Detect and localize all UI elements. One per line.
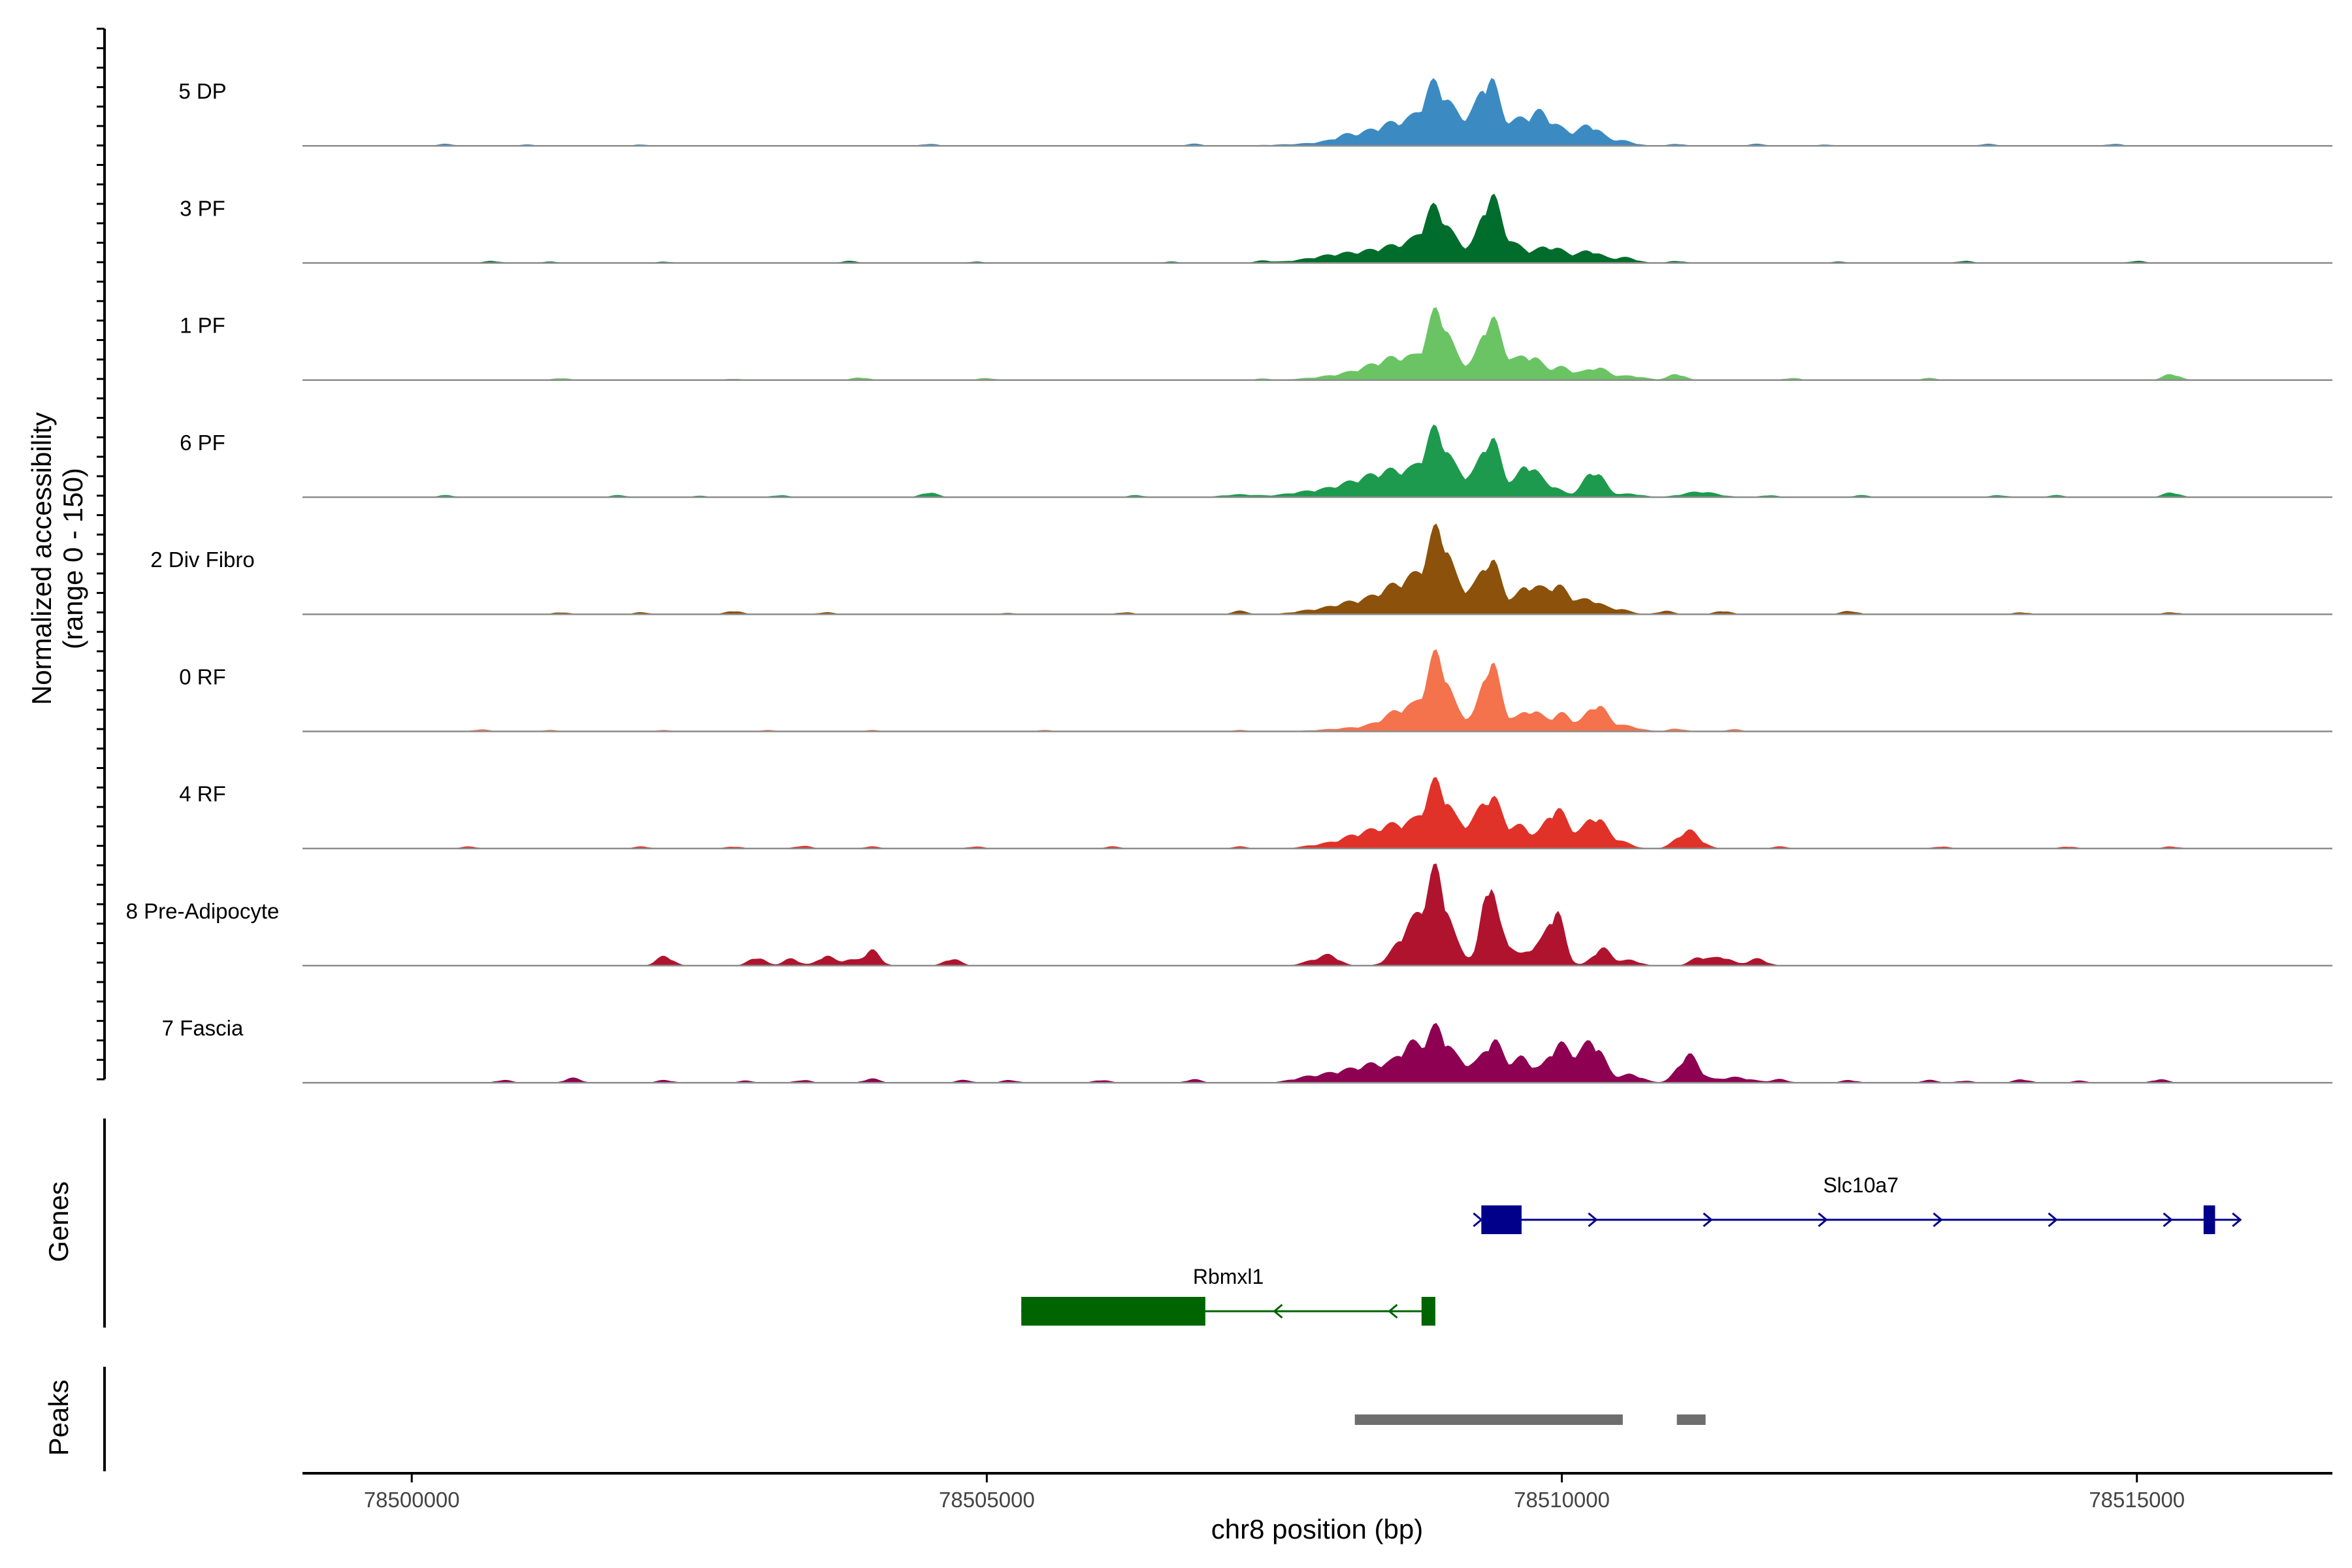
strand-arrow — [1818, 1212, 1828, 1228]
track-2-div-fibro: 2 Div Fibro — [150, 523, 2332, 615]
track-1-pf: 1 PF — [180, 307, 2332, 381]
x-tick-label: 78500000 — [364, 1488, 460, 1512]
track-label: 4 RF — [179, 782, 226, 806]
x-tick-label: 78510000 — [1514, 1488, 1610, 1512]
track-label: 6 PF — [180, 431, 225, 455]
track-4-rf: 4 RF — [179, 777, 2332, 849]
track-label: 0 RF — [179, 664, 226, 689]
strand-arrow — [2232, 1212, 2242, 1228]
track-8-pre-adipocyte: 8 Pre-Adipocyte — [126, 863, 2332, 967]
peak-region — [1354, 1414, 1623, 1425]
axes: 78500000 78505000 78510000 78515000 — [97, 27, 2332, 1512]
track-label: 2 Div Fibro — [150, 547, 255, 572]
track-label: 3 PF — [180, 196, 225, 220]
gene-exon — [1481, 1205, 1522, 1234]
gene-exon — [2203, 1205, 2215, 1234]
y-axis-title: Normalized accessibility — [26, 412, 57, 705]
strand-arrow — [1388, 1303, 1398, 1319]
strand-arrow — [1273, 1303, 1283, 1319]
coverage-tracks: 5 DP 3 PF 1 PF 6 PF 2 Div Fibro 0 RF 4 RF 8 Pre… — [126, 78, 2332, 1084]
track-3-pf: 3 PF — [180, 193, 2332, 264]
genes-panel-title: Genes — [43, 1181, 74, 1262]
track-label: 7 Fascia — [162, 1016, 244, 1040]
x-tick-label: 78515000 — [2089, 1488, 2185, 1512]
peak-regions — [1354, 1414, 1706, 1425]
strand-arrow — [1703, 1212, 1713, 1228]
gene-label: Rbmxl1 — [1193, 1265, 1264, 1288]
track-label: 1 PF — [180, 314, 225, 338]
x-tick-label: 78505000 — [939, 1488, 1035, 1512]
gene-exon — [1021, 1297, 1205, 1326]
gene-rbmxl1: Rbmxl1 — [1021, 1265, 1435, 1326]
peak-region — [1676, 1414, 1706, 1425]
y-axis-range: (range 0 - 150) — [57, 468, 88, 649]
gene-slc10a7: Slc10a7 — [1473, 1173, 2242, 1234]
gene-label: Slc10a7 — [1823, 1173, 1899, 1197]
strand-arrow — [1588, 1212, 1598, 1228]
strand-arrow — [1473, 1212, 1483, 1228]
y-axis-title-group: Normalized accessibility (range 0 - 150) — [26, 412, 88, 705]
track-label: 8 Pre-Adipocyte — [126, 899, 280, 923]
track-label: 5 DP — [178, 79, 226, 103]
gene-annotations: Slc10a7 Rbmxl1 — [1021, 1173, 2242, 1326]
x-axis-title: chr8 position (bp) — [1211, 1514, 1424, 1544]
gene-exon — [1421, 1297, 1435, 1326]
track-0-rf: 0 RF — [179, 649, 2332, 732]
track-6-pf: 6 PF — [180, 424, 2332, 498]
peaks-panel-title: Peaks — [43, 1380, 74, 1456]
strand-arrow — [2048, 1212, 2058, 1228]
strand-arrow — [1933, 1212, 1943, 1228]
strand-arrow — [2163, 1212, 2173, 1228]
track-5-dp: 5 DP — [178, 78, 2332, 147]
track-7-fascia: 7 Fascia — [162, 1016, 2332, 1084]
